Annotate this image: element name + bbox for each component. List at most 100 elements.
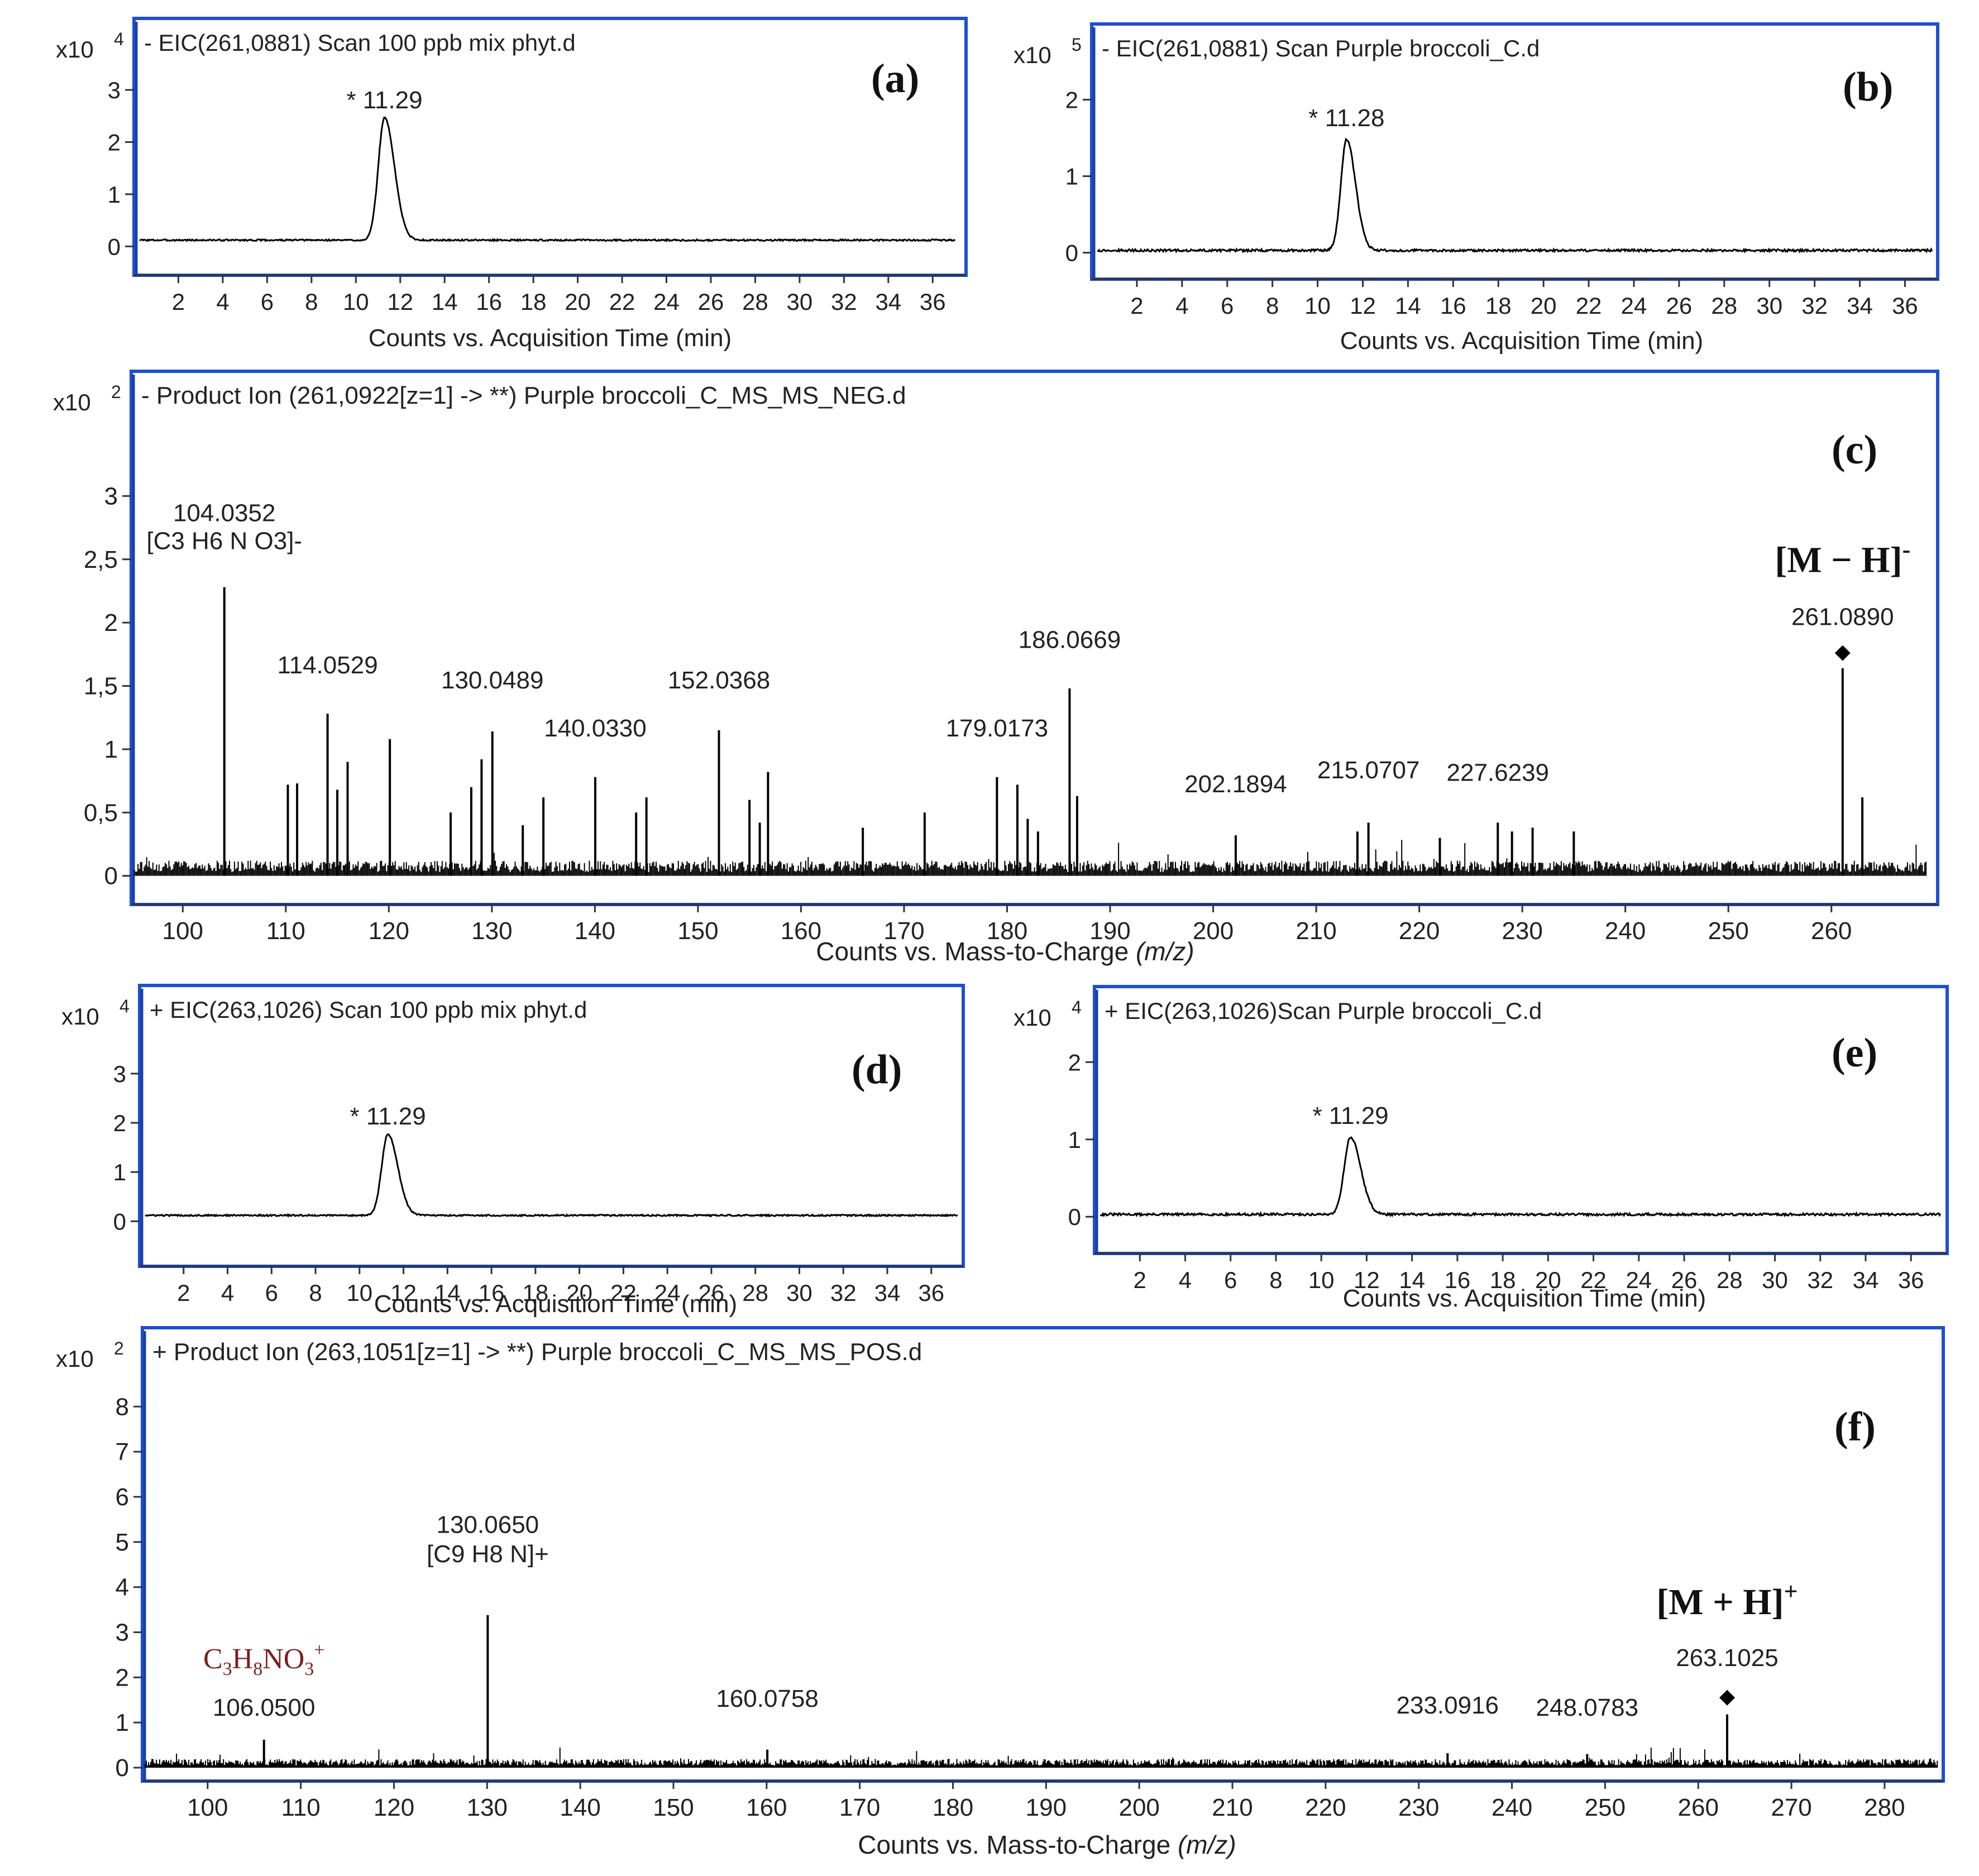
x-tick-label: 170	[839, 1794, 880, 1821]
y-multiplier-exponent: 4	[119, 996, 130, 1016]
x-tick-label: 130	[467, 1794, 508, 1821]
x-tick-label: 2	[1134, 1267, 1146, 1293]
precursor-diamond-icon	[1834, 645, 1851, 661]
x-tick-label: 14	[432, 289, 458, 315]
x-tick-label: 2	[172, 289, 185, 315]
x-axis-label: Counts vs. Acquisition Time (min)	[369, 324, 732, 352]
peak-label: 160.0758	[716, 1685, 819, 1712]
ion-label: [M + H]+	[1656, 1578, 1798, 1623]
x-tick-label: 200	[1193, 917, 1234, 945]
x-tick-label: 14	[1399, 1267, 1425, 1293]
x-tick-label: 140	[560, 1794, 600, 1821]
x-tick-label: 190	[1089, 917, 1130, 945]
x-tick-label: 30	[786, 1280, 812, 1306]
y-multiplier: x10	[1014, 1004, 1051, 1031]
series-line	[139, 116, 956, 243]
series-line	[145, 1133, 958, 1218]
x-axis-label: Counts vs. Acquisition Time (min)	[374, 1290, 737, 1318]
x-tick-label: 210	[1212, 1794, 1253, 1821]
x-tick-label: 230	[1398, 1794, 1439, 1821]
x-tick-label: 12	[387, 289, 413, 315]
panel-frame	[1090, 22, 1939, 281]
y-tick-label: 1	[113, 1159, 126, 1185]
x-tick-label: 240	[1605, 917, 1646, 945]
x-tick-label: 230	[1502, 917, 1542, 945]
peak-label: 261.0890	[1791, 604, 1894, 631]
peak-label: 186.0669	[1019, 626, 1121, 653]
peak-label: 233.0916	[1397, 1692, 1499, 1719]
x-tick-label: 28	[742, 1280, 768, 1306]
x-tick-label: 280	[1864, 1794, 1905, 1821]
panel-f: + Product Ion (263,1051[z=1] -> **) Purp…	[56, 1326, 1945, 1859]
x-tick-label: 20	[566, 1280, 592, 1306]
peak-label: 202.1894	[1184, 770, 1287, 798]
x-tick-label: 26	[698, 289, 724, 315]
peak-label: [C9 H8 N]+	[427, 1540, 549, 1568]
panel-d: + EIC(263,1026) Scan 100 ppb mix phyt.d x…	[61, 984, 965, 1318]
x-tick-label: 20	[1531, 293, 1557, 319]
y-tick-label: 3	[116, 1619, 129, 1646]
x-tick-label: 14	[434, 1280, 461, 1306]
y-tick-label: 1,5	[84, 673, 118, 700]
y-tick-label: 2	[116, 1664, 129, 1691]
y-multiplier: x10	[61, 1003, 99, 1030]
x-axis-label: Counts vs. Mass-to-Charge (m/z)	[858, 1830, 1236, 1859]
x-tick-label: 18	[1490, 1267, 1516, 1293]
x-tick-label: 34	[1847, 293, 1873, 319]
peak-label: 263.1025	[1676, 1644, 1779, 1672]
x-axis-label: Counts vs. Mass-to-Charge (m/z)	[816, 937, 1194, 966]
x-tick-label: 210	[1296, 917, 1336, 945]
x-tick-label: 10	[1304, 293, 1331, 319]
x-tick-label: 28	[1717, 1267, 1743, 1293]
panel-frame	[138, 984, 965, 1268]
x-tick-label: 12	[1354, 1267, 1380, 1293]
x-tick-label: 6	[261, 289, 274, 315]
x-tick-label: 32	[830, 1280, 857, 1306]
y-tick-label: 2	[113, 1110, 126, 1136]
y-tick-label: 3	[113, 1061, 126, 1087]
x-tick-label: 160	[746, 1794, 787, 1821]
x-tick-label: 240	[1492, 1794, 1532, 1821]
x-tick-label: 6	[1224, 1267, 1237, 1293]
x-tick-label: 36	[920, 289, 946, 315]
y-tick-label: 1	[1065, 164, 1078, 190]
x-tick-label: 16	[1445, 1267, 1471, 1293]
peak-label: 227.6239	[1447, 759, 1550, 787]
x-tick-label: 190	[1026, 1794, 1067, 1821]
x-tick-label: 6	[1221, 293, 1234, 319]
x-tick-label: 250	[1708, 917, 1748, 945]
panel-label: (d)	[852, 1047, 902, 1093]
x-axis-label: Counts vs. Acquisition Time (min)	[1343, 1285, 1706, 1312]
x-tick-label: 26	[1666, 293, 1693, 319]
x-tick-label: 16	[1440, 293, 1466, 319]
x-tick-label: 260	[1811, 917, 1852, 945]
x-tick-label: 28	[742, 289, 768, 315]
x-tick-label: 120	[374, 1794, 414, 1821]
y-tick-label: 0	[1068, 1204, 1081, 1230]
y-tick-label: 0	[1065, 240, 1078, 266]
panel-title: + EIC(263,1026) Scan 100 ppb mix phyt.d	[150, 997, 587, 1023]
x-tick-label: 34	[1853, 1267, 1879, 1293]
x-tick-label: 2	[1130, 293, 1143, 319]
x-tick-label: 18	[523, 1280, 549, 1306]
x-tick-label: 6	[265, 1280, 278, 1306]
y-multiplier: x10	[53, 389, 91, 415]
y-tick-label: 2,5	[84, 546, 118, 573]
y-tick-label: 7	[116, 1438, 129, 1466]
x-tick-label: 32	[831, 289, 857, 315]
peak-label: 179.0173	[946, 715, 1049, 742]
x-tick-label: 120	[369, 917, 409, 945]
x-tick-label: 160	[781, 917, 821, 945]
x-tick-label: 270	[1771, 1794, 1811, 1821]
peak-label: 130.0650	[437, 1511, 539, 1539]
y-tick-label: 0	[113, 1208, 126, 1234]
x-tick-label: 24	[1621, 293, 1647, 319]
panel-a: - EIC(261,0881) Scan 100 ppb mix phyt.d x…	[56, 17, 968, 352]
panel-title: - Product Ion (261,0922[z=1] -> **) Purp…	[141, 382, 906, 409]
x-tick-label: 10	[1308, 1267, 1335, 1293]
series-line	[1097, 137, 1933, 253]
y-tick-label: 2	[104, 609, 118, 636]
peak-label: 140.0330	[544, 715, 647, 742]
x-tick-label: 8	[309, 1280, 322, 1306]
y-tick-label: 0,5	[84, 799, 118, 826]
